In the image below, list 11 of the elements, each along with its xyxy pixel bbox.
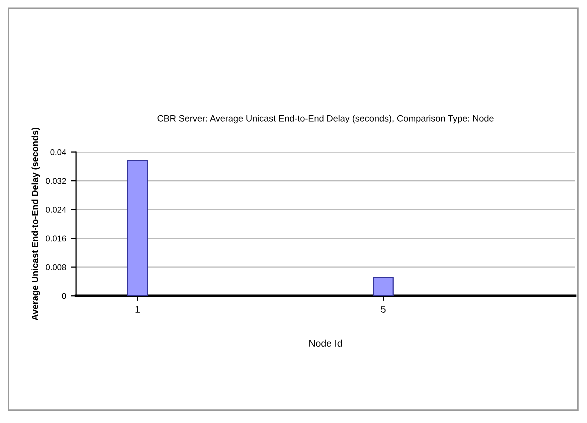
y-tick-label: 0.024 [46,207,66,213]
y-axis-title: Average Unicast End-to-End Delay (seconds) [32,128,40,321]
y-tick-label: 0.008 [46,264,66,270]
y-tick-label: 0 [62,293,66,300]
x-tick-label: 1 [136,306,140,313]
x-axis-title: Node Id [310,340,342,348]
y-tick-label: 0.032 [46,178,66,184]
y-tick-label: 0.04 [50,149,66,156]
x-tick-label: 5 [381,306,386,313]
chart-title: CBR Server: Average Unicast End-to-End Delay (seconds), Comparison Type: Node [158,115,494,124]
y-tick-label: 0.016 [46,236,66,242]
